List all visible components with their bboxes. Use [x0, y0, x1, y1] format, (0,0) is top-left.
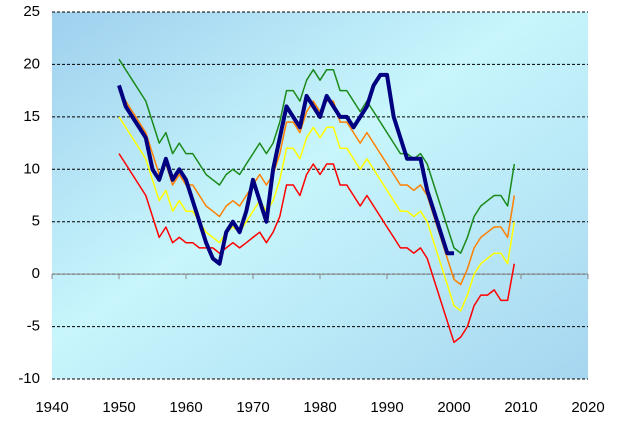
plot-area	[52, 12, 588, 379]
y-tick-label: -10	[18, 370, 40, 387]
y-tick-label: 5	[32, 213, 40, 230]
x-tick-label: 1950	[102, 399, 135, 416]
series-line	[118, 58, 516, 254]
x-tick-label: 2000	[437, 399, 470, 416]
x-tick-label: 1970	[236, 399, 269, 416]
x-tick-label: 2010	[504, 399, 537, 416]
series-line	[117, 72, 454, 266]
y-tick-label: 20	[23, 55, 40, 72]
x-tick-label: 1980	[303, 399, 336, 416]
x-tick-label: 2020	[571, 399, 604, 416]
series-line	[118, 116, 516, 312]
y-tick-label: 10	[23, 160, 40, 177]
y-tick-label: 15	[23, 108, 40, 125]
y-tick-label: 0	[32, 265, 40, 282]
y-tick-label: 25	[23, 3, 40, 20]
y-tick-label: -5	[27, 318, 40, 335]
x-tick-label: 1960	[169, 399, 202, 416]
x-tick-label: 1940	[35, 399, 68, 416]
series-line	[118, 153, 516, 344]
series-line	[118, 90, 516, 286]
x-tick-label: 1990	[370, 399, 403, 416]
